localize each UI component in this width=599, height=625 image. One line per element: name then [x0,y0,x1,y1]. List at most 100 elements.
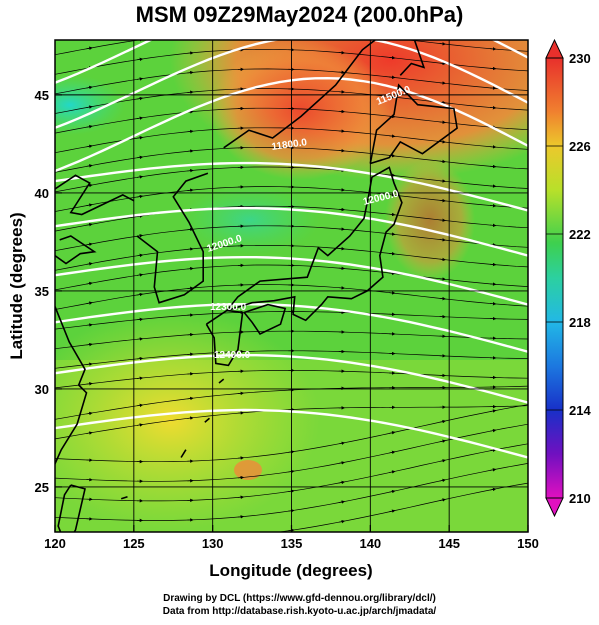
coastline [205,309,244,367]
x-tick-label: 150 [517,536,539,551]
wind-arrow [389,38,395,39]
colorbar-tick-label: 214 [569,403,591,418]
x-tick-label: 125 [123,536,145,551]
wind-arrow [439,296,446,301]
colorbar-top-arrow [545,38,564,59]
wind-arrow [389,232,396,236]
wind-arrow [187,286,194,291]
wind-arrow [389,470,396,474]
wind-arrow [187,188,194,192]
wind-arrow [86,342,93,347]
wind-arrow [338,500,346,504]
wind-arrow [86,124,93,129]
wind-arrow [389,212,396,217]
wind-arrow [86,362,93,366]
wind-arrow [439,478,446,483]
wind-arrow [338,461,346,465]
wind-arrow [187,90,194,94]
coastline [399,40,426,76]
coastline [243,303,287,336]
wind-arrow [237,515,245,519]
contour-label: 12300.0 [210,302,247,313]
wind-arrow [238,536,244,537]
y-axis-ticks: 25 30 35 40 45 [35,88,62,495]
x-axis-label: Longitude (degrees) [209,561,372,580]
wind-arrow [136,273,144,277]
x-tick-label: 135 [281,536,303,551]
wind-arrow [389,489,396,494]
wind-arrow [490,448,497,452]
wind-arrow [136,403,144,408]
wind-arrow [439,439,446,443]
wind-arrow [187,416,194,420]
wind-arrow [439,120,446,124]
wind-arrow [187,396,194,401]
wind-arrow [439,61,446,66]
coastline [226,166,403,322]
wind-arrow [237,475,245,480]
wind-arrow [490,487,497,492]
coastline [369,83,458,165]
wind-arrow [86,281,93,286]
y-tick-label: 30 [35,382,49,397]
wind-arrow [439,459,446,463]
wind-arrow [439,257,446,262]
colorbar-tick-label: 218 [569,315,591,330]
wind-arrow [439,198,446,203]
wind-arrow [389,291,396,295]
wind-arrow [389,509,396,513]
credits: Drawing by DCL (https://www.gfd-dennou.o… [0,592,599,618]
wind-arrow [338,480,346,485]
colorbar-tick-label: 222 [569,227,591,242]
wind-arrow [439,238,446,242]
wind-arrow [389,251,396,256]
wind-arrow [187,149,194,153]
credit-data: Data from http://database.rish.kyoto-u.a… [162,606,437,617]
wind-arrow [136,423,144,427]
wind-arrow [136,96,144,101]
colorbar-tick-label: 230 [569,51,591,66]
x-tick-label: 145 [438,536,460,551]
x-axis-ticks: 120 125 130 135 140 145 150 [44,525,539,551]
wind-arrow [187,168,194,173]
wind-arrow [86,85,93,90]
wind-arrow [237,495,245,499]
coastline [136,172,209,304]
lat-lon-grid [55,40,528,532]
wind-arrow [86,382,93,386]
wind-arrow [136,214,144,218]
credit-drawing: Drawing by DCL (https://www.gfd-dennou.o… [163,593,436,604]
wind-arrow [439,179,446,183]
wind-arrow [86,222,93,227]
wind-arrow [389,55,396,60]
coastline [57,484,86,532]
wind-arrow [490,468,497,472]
wind-arrow [86,203,93,207]
y-tick-label: 25 [35,480,49,495]
coastline [223,40,376,149]
wind-arrow [136,57,144,62]
wind-arrow [86,262,93,266]
wind-arrow [490,428,497,433]
colorbar-ramp [545,57,564,499]
wind-arrow [86,323,93,327]
contour-label: 11800.0 [271,137,308,153]
wind-arrow [389,271,396,276]
wind-arrow [187,70,194,75]
wind-arrow [86,301,93,305]
wind-arrow [136,317,144,322]
wind-arrow [86,242,93,247]
wind-arrow [237,456,245,460]
colorbar: 230 226 222 218 214 210 [545,38,591,518]
wind-arrow [187,129,194,134]
x-tick-label: 130 [202,536,224,551]
chart-title: MSM 09Z29May2024 (200.0hPa) [135,2,464,27]
wind-arrow [136,175,144,179]
wind-arrow [389,450,396,455]
wind-arrow [439,277,446,281]
wind-arrow [439,498,446,502]
coastline [55,174,135,216]
coastline [218,378,225,384]
wind-arrow [86,46,93,50]
y-tick-label: 35 [35,284,49,299]
